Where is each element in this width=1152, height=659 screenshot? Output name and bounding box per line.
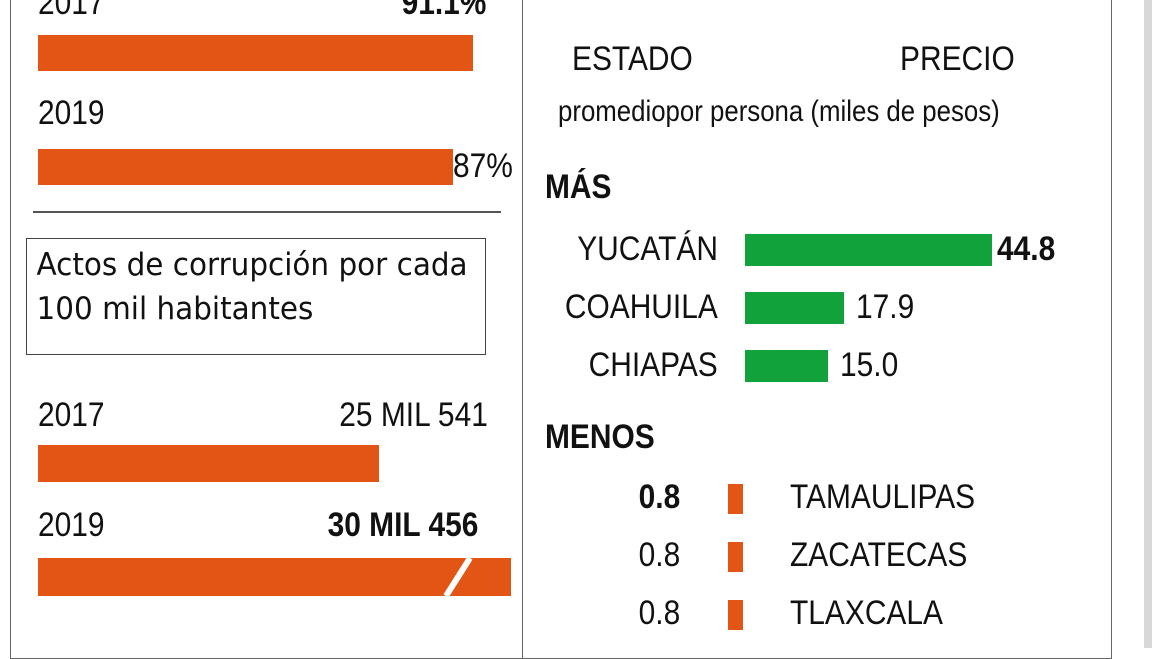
state-label: TLAXCALA <box>790 594 943 632</box>
state-label: CHIAPAS <box>588 346 718 384</box>
price-bar <box>745 234 992 266</box>
state-label: COAHUILA <box>565 288 718 326</box>
price-bar <box>745 292 844 324</box>
bar-2019-acts <box>38 558 511 596</box>
state-label: ZACATECAS <box>790 536 968 574</box>
group-label-mas: MÁS <box>545 168 612 206</box>
year-label-2017-acts: 2017 <box>38 396 105 434</box>
price-value: 17.9 <box>855 288 914 326</box>
price-value: 0.8 <box>638 594 680 632</box>
header-precio: PRECIO <box>900 40 1015 78</box>
group-label-menos: MENOS <box>545 418 655 456</box>
price-bar <box>728 600 743 630</box>
price-value: 0.8 <box>638 478 680 516</box>
year-label-2017-pct: 2017 <box>38 0 105 22</box>
bar-2017-pct <box>38 35 473 71</box>
divider <box>33 211 501 213</box>
price-value: 44.8 <box>997 230 1056 268</box>
state-label: YUCATÁN <box>577 230 718 268</box>
axis-break-mark <box>443 556 473 598</box>
value-label-2019-pct: 87% <box>452 147 513 185</box>
header-subtitle: promediopor persona (miles de pesos) <box>558 95 1000 128</box>
header-estado: ESTADO <box>572 40 693 78</box>
value-label-2019-acts: 30 MIL 456 <box>327 506 478 544</box>
chart-title: Actos de corrupción por cada 100 mil hab… <box>36 247 468 327</box>
state-label: TAMAULIPAS <box>790 478 976 516</box>
price-value: 15.0 <box>839 346 898 384</box>
year-label-2019-pct: 2019 <box>38 94 105 132</box>
bar-2017-acts <box>38 445 380 482</box>
price-value: 0.8 <box>638 536 680 574</box>
price-bar <box>745 350 828 382</box>
bar-2019-pct <box>38 149 454 185</box>
right-edge-strip <box>1144 0 1152 648</box>
year-label-2019-acts: 2019 <box>38 506 105 544</box>
value-label-2017-acts: 25 MIL 541 <box>339 396 488 434</box>
title-box: Actos de corrupción por cada 100 mil hab… <box>26 238 486 355</box>
price-bar <box>728 484 743 514</box>
value-label-2017-pct: 91.1% <box>401 0 486 22</box>
price-bar <box>728 542 743 572</box>
